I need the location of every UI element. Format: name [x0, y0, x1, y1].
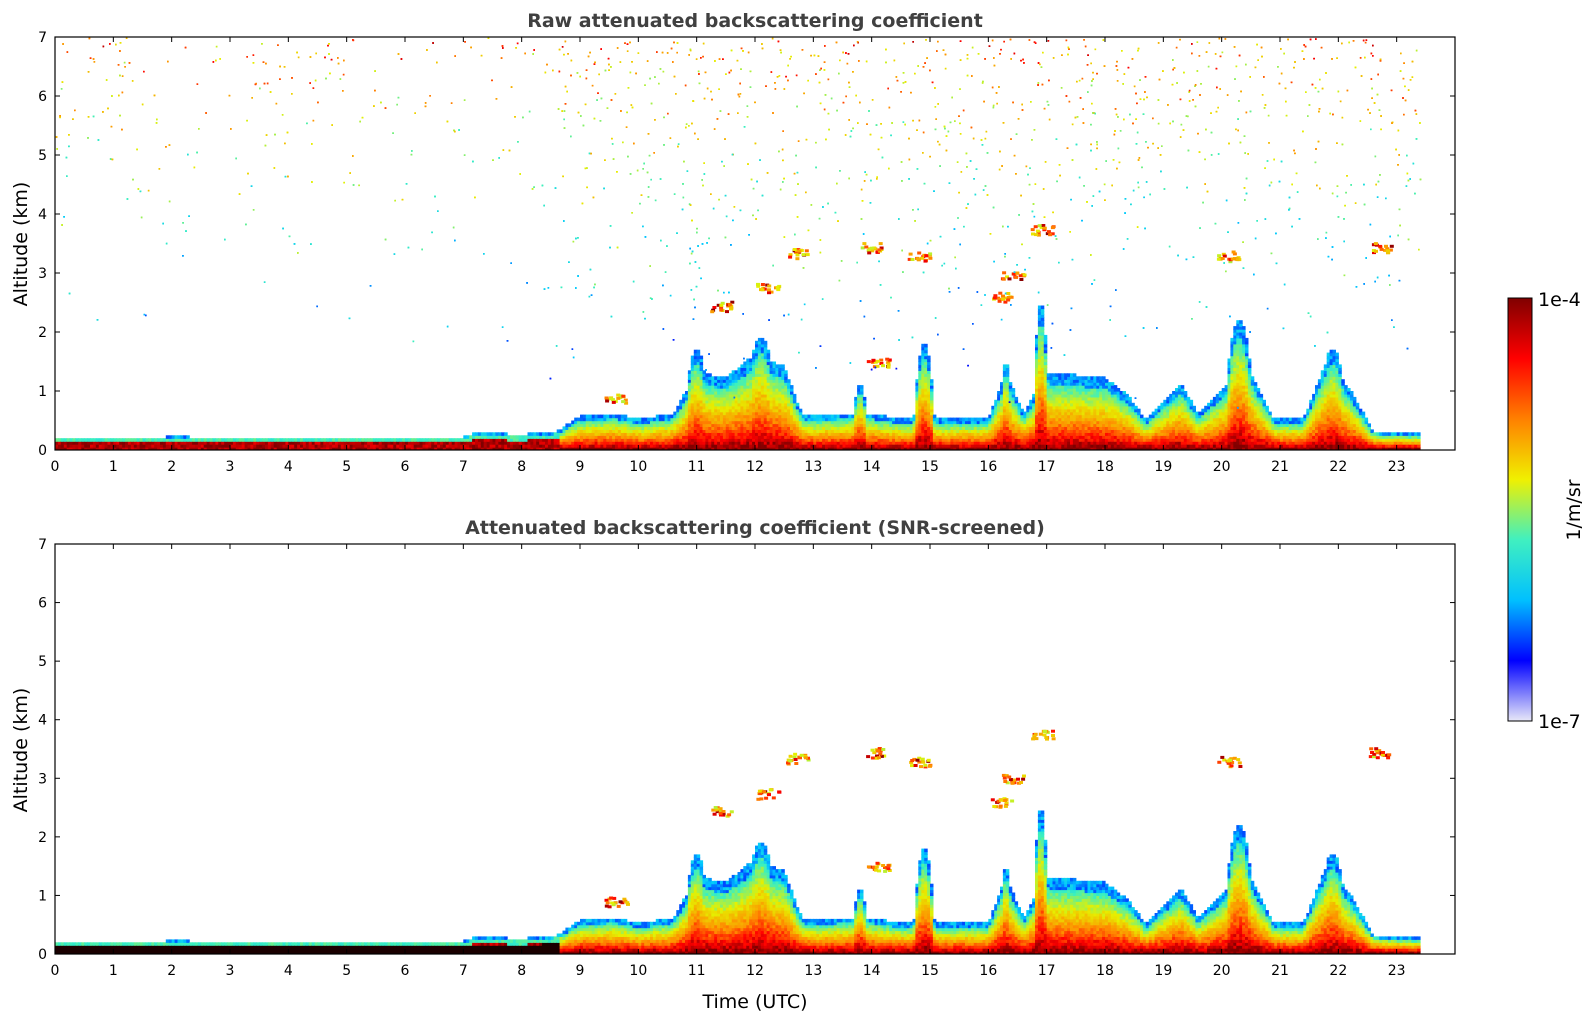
x-tick-label: 14	[863, 963, 881, 979]
y-tick-label: 0	[38, 443, 47, 459]
chart-title: Attenuated backscattering coefficient (S…	[465, 517, 1045, 539]
x-tick-label: 8	[517, 963, 526, 979]
x-tick-label: 19	[1154, 963, 1172, 979]
x-tick-label: 9	[576, 963, 585, 979]
x-axis-label: Time (UTC)	[701, 991, 807, 1013]
x-tick-label: 17	[1038, 459, 1056, 475]
x-tick-label: 13	[804, 963, 822, 979]
y-tick-label: 2	[38, 830, 47, 846]
x-tick-label: 13	[804, 459, 822, 475]
x-tick-label: 16	[979, 459, 997, 475]
x-tick-label: 1	[109, 963, 118, 979]
x-tick-label: 8	[517, 459, 526, 475]
x-tick-label: 12	[746, 459, 764, 475]
x-tick-label: 10	[629, 459, 647, 475]
raw-backscatter-panel: Raw attenuated backscattering coefficien…	[10, 10, 1456, 475]
colorbar-max-label: 1e-4	[1538, 289, 1581, 311]
x-tick-label: 21	[1271, 963, 1289, 979]
colorbar-gradient	[1507, 297, 1533, 722]
x-tick-label: 3	[226, 963, 235, 979]
x-tick-label: 15	[921, 963, 939, 979]
y-tick-label: 3	[38, 266, 47, 282]
y-tick-label: 4	[38, 207, 47, 223]
x-tick-label: 14	[863, 459, 881, 475]
x-tick-label: 22	[1329, 459, 1347, 475]
x-tick-label: 21	[1271, 459, 1289, 475]
x-tick-label: 4	[284, 459, 293, 475]
x-tick-label: 3	[226, 459, 235, 475]
x-tick-label: 5	[342, 459, 351, 475]
heatmap-area	[55, 37, 1422, 450]
x-tick-label: 0	[51, 459, 60, 475]
axis-ticks: 0 1 2 3 4 5 6 7 8 9 10 11 12 13 14 15 16 17 18 19 20 21 22 2301…	[38, 537, 1455, 979]
x-tick-label: 20	[1213, 459, 1231, 475]
x-tick-label: 5	[342, 963, 351, 979]
y-tick-label: 6	[38, 89, 47, 105]
snr-screened-panel: Attenuated backscattering coefficient (S…	[10, 517, 1456, 1013]
y-tick-label: 1	[38, 384, 47, 400]
y-tick-label: 1	[38, 888, 47, 904]
x-tick-label: 0	[51, 963, 60, 979]
x-tick-label: 18	[1096, 459, 1114, 475]
y-tick-label: 7	[38, 537, 47, 553]
x-tick-label: 7	[459, 459, 468, 475]
x-tick-label: 11	[688, 459, 706, 475]
x-tick-label: 18	[1096, 963, 1114, 979]
x-tick-label: 23	[1388, 963, 1406, 979]
x-tick-label: 15	[921, 459, 939, 475]
x-tick-label: 2	[167, 963, 176, 979]
x-tick-label: 2	[167, 459, 176, 475]
x-tick-label: 11	[688, 963, 706, 979]
colorbar-label: 1/m/sr	[1563, 479, 1585, 540]
x-tick-label: 10	[629, 963, 647, 979]
x-tick-label: 20	[1213, 963, 1231, 979]
y-tick-label: 4	[38, 713, 47, 729]
x-tick-label: 7	[459, 963, 468, 979]
x-tick-label: 19	[1154, 459, 1172, 475]
x-tick-label: 22	[1329, 963, 1347, 979]
x-tick-label: 12	[746, 963, 764, 979]
y-tick-label: 5	[38, 654, 47, 670]
x-tick-label: 23	[1388, 459, 1406, 475]
x-tick-label: 4	[284, 963, 293, 979]
y-tick-label: 7	[38, 30, 47, 46]
x-tick-label: 9	[576, 459, 585, 475]
y-tick-label: 0	[38, 947, 47, 963]
y-tick-label: 2	[38, 325, 47, 341]
x-tick-label: 6	[401, 459, 410, 475]
chart-title: Raw attenuated backscattering coefficien…	[527, 10, 983, 32]
y-tick-label: 3	[38, 771, 47, 787]
x-tick-label: 17	[1038, 963, 1056, 979]
y-axis-label: Altitude (km)	[10, 688, 32, 813]
y-tick-label: 6	[38, 596, 47, 612]
y-axis-label: Altitude (km)	[10, 182, 32, 307]
axis-ticks: 0 1 2 3 4 5 6 7 8 9 10 11 12 13 14 15 16 17 18 19 20 21 22 2301…	[38, 30, 1455, 475]
colorbar: 1e-4 1e-7 1/m/sr	[1507, 289, 1585, 733]
y-tick-label: 5	[38, 148, 47, 164]
heatmap-area	[55, 729, 1421, 954]
x-tick-label: 16	[979, 963, 997, 979]
x-tick-label: 1	[109, 459, 118, 475]
colorbar-min-label: 1e-7	[1538, 711, 1581, 733]
x-tick-label: 6	[401, 963, 410, 979]
